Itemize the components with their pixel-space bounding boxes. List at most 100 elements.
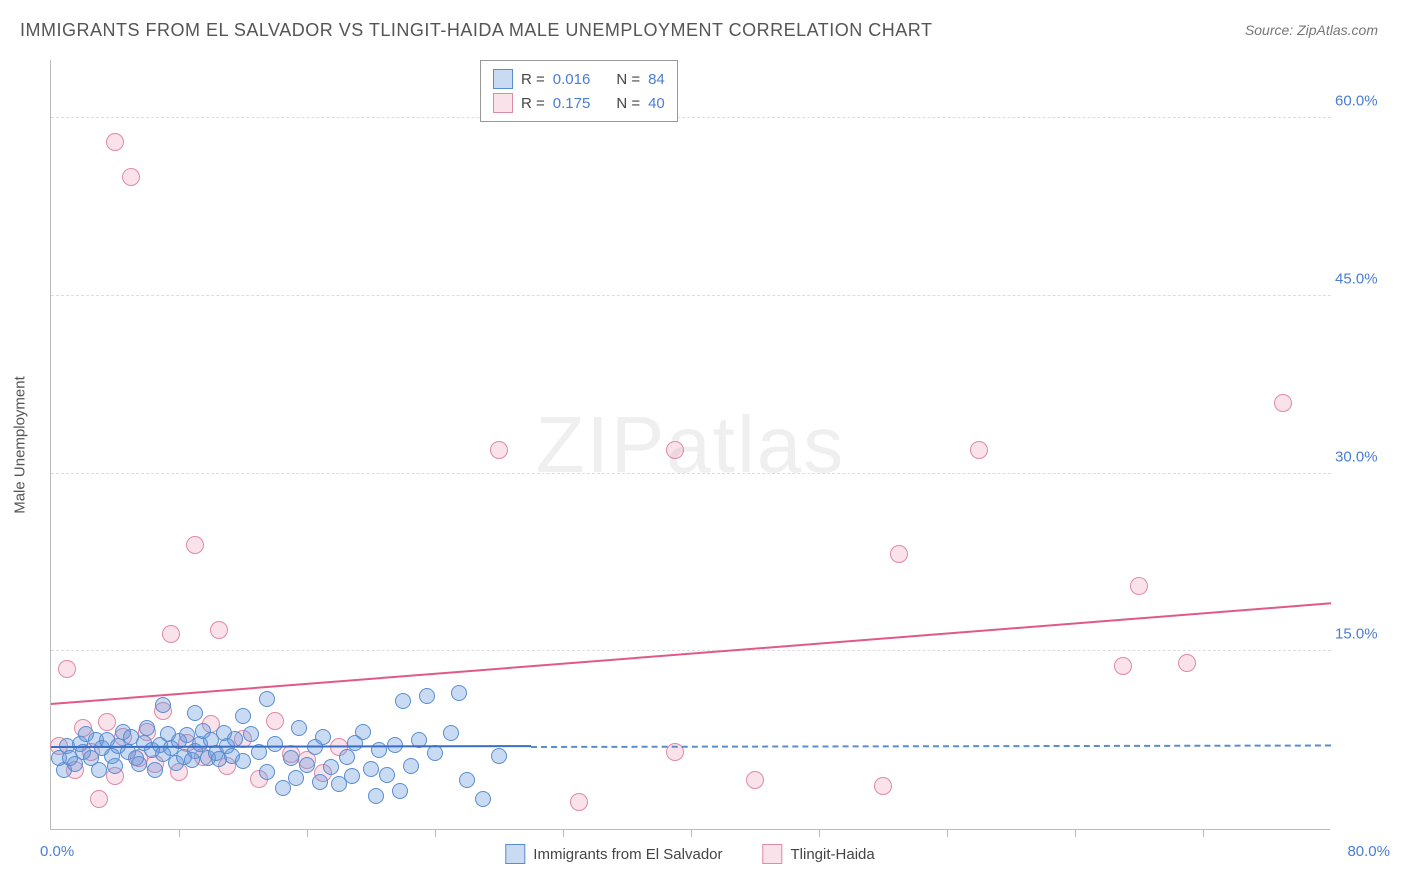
trend-line [531,744,1331,747]
data-point [91,762,107,778]
y-tick-label: 30.0% [1335,448,1390,465]
data-point [443,725,459,741]
data-point [395,693,411,709]
data-point [315,729,331,745]
data-point [363,761,379,777]
legend-swatch [763,844,783,864]
legend-swatch [505,844,525,864]
data-point [186,536,204,554]
data-point [147,762,163,778]
data-point [283,750,299,766]
plot-region: ZIPatlas 15.0%30.0%45.0%60.0% [50,60,1330,830]
data-point [267,736,283,752]
data-point [187,705,203,721]
data-point [666,441,684,459]
data-point [371,742,387,758]
data-point [339,749,355,765]
gridline-h [51,650,1331,651]
legend-swatch [493,93,513,113]
trend-line [51,602,1331,705]
x-tick [307,829,308,837]
data-point [427,745,443,761]
data-point [392,783,408,799]
data-point [243,726,259,742]
y-axis-title: Male Unemployment [12,376,29,514]
x-tick [947,829,948,837]
data-point [162,625,180,643]
chart-title: IMMIGRANTS FROM EL SALVADOR VS TLINGIT-H… [20,20,932,41]
gridline-h [51,295,1331,296]
data-point [970,441,988,459]
data-point [259,691,275,707]
data-point [90,790,108,808]
data-point [227,731,243,747]
data-point [1178,654,1196,672]
legend-item: Tlingit-Haida [763,844,875,864]
legend-n-value: 84 [648,71,665,88]
data-point [98,713,116,731]
x-tick [563,829,564,837]
correlation-legend: R = 0.016 N = 84 R = 0.175 N = 40 [480,60,678,122]
x-tick [1075,829,1076,837]
data-point [451,685,467,701]
x-axis-max-label: 80.0% [1347,843,1390,860]
x-axis-min-label: 0.0% [40,843,74,860]
data-point [122,168,140,186]
data-point [259,764,275,780]
data-point [490,441,508,459]
gridline-h [51,473,1331,474]
legend-r-label: R = [521,95,545,112]
x-tick [435,829,436,837]
data-point [491,748,507,764]
data-point [312,774,328,790]
data-point [291,720,307,736]
data-point [210,621,228,639]
legend-label: Tlingit-Haida [791,846,875,863]
data-point [288,770,304,786]
legend-n-label: N = [616,95,640,112]
legend-row: R = 0.016 N = 84 [493,67,665,91]
legend-r-label: R = [521,71,545,88]
legend-n-label: N = [616,71,640,88]
y-tick-label: 60.0% [1335,93,1390,110]
data-point [355,724,371,740]
legend-item: Immigrants from El Salvador [505,844,722,864]
x-tick [819,829,820,837]
x-tick [691,829,692,837]
data-point [299,757,315,773]
data-point [1130,577,1148,595]
legend-n-value: 40 [648,95,665,112]
data-point [106,133,124,151]
data-point [155,697,171,713]
watermark: ZIPatlas [536,399,845,491]
data-point [235,753,251,769]
data-point [107,758,123,774]
data-point [746,771,764,789]
data-point [58,660,76,678]
data-point [459,772,475,788]
data-point [403,758,419,774]
gridline-h [51,117,1331,118]
legend-r-value: 0.016 [553,71,591,88]
legend-swatch [493,69,513,89]
data-point [570,793,588,811]
data-point [419,688,435,704]
series-legend: Immigrants from El Salvador Tlingit-Haida [505,844,874,864]
y-tick-label: 15.0% [1335,626,1390,643]
data-point [323,759,339,775]
legend-row: R = 0.175 N = 40 [493,91,665,115]
chart-area: Male Unemployment ZIPatlas 15.0%30.0%45.… [50,60,1330,830]
data-point [139,720,155,736]
data-point [368,788,384,804]
data-point [475,791,491,807]
data-point [344,768,360,784]
y-tick-label: 45.0% [1335,270,1390,287]
data-point [131,756,147,772]
data-point [379,767,395,783]
x-tick [179,829,180,837]
data-point [890,545,908,563]
data-point [1274,394,1292,412]
data-point [235,708,251,724]
legend-r-value: 0.175 [553,95,591,112]
source-attribution: Source: ZipAtlas.com [1245,22,1378,38]
